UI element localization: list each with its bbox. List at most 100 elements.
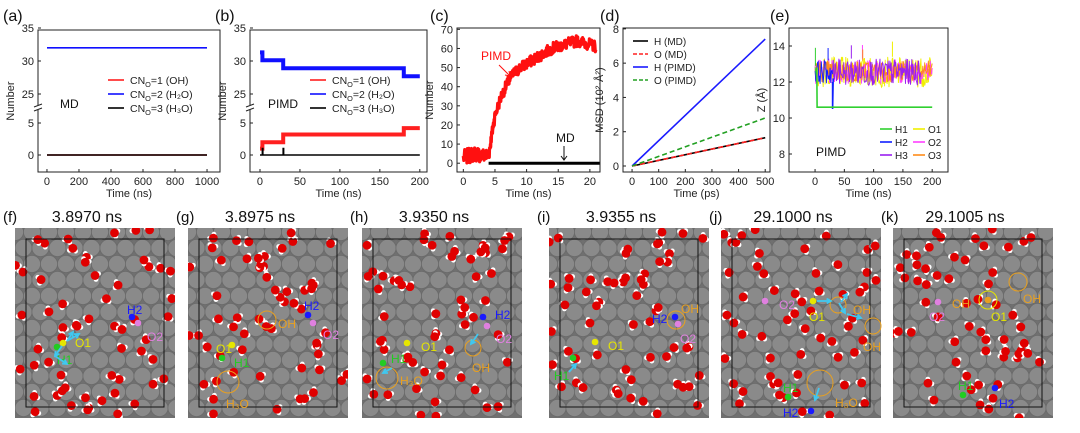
oxygen-atom xyxy=(811,268,821,278)
oxygen-atom xyxy=(645,317,655,327)
transfer-arrow xyxy=(846,313,862,319)
oxygen-atom xyxy=(929,395,939,405)
metal-atom xyxy=(771,238,790,258)
oxygen-atom xyxy=(731,238,741,247)
oxygen-atom xyxy=(297,363,307,373)
oxygen-atom xyxy=(470,385,480,395)
metal-atom xyxy=(238,271,257,290)
marked-atom-o2 xyxy=(761,297,769,305)
snapshot-time: 3.8970 ns xyxy=(52,209,122,226)
oxygen-atom xyxy=(212,376,221,386)
oxygen-atom xyxy=(862,268,872,277)
oxygen-atom xyxy=(775,390,784,400)
x-axis-label: Time (ns) xyxy=(106,188,152,200)
metal-atom xyxy=(848,228,866,241)
oxygen-atom xyxy=(148,379,158,389)
plot-frame xyxy=(622,27,771,173)
series-cno-2-h-o- xyxy=(260,50,420,79)
marked-atom-o1 xyxy=(228,341,236,349)
x-tick-label: 800 xyxy=(166,176,184,188)
metal-atom xyxy=(591,382,610,401)
metal-atom xyxy=(506,287,522,305)
oxygen-atom xyxy=(632,291,642,301)
y-tick-label: 0 xyxy=(28,150,34,162)
atom-label: OH xyxy=(681,302,699,316)
y-axis-label: Number xyxy=(217,81,229,120)
metal-atom xyxy=(332,351,348,369)
oxygen-atom xyxy=(629,320,638,329)
oxygen-atom xyxy=(309,388,318,397)
oxygen-atom xyxy=(653,303,663,312)
metal-atom xyxy=(247,287,266,306)
x-tick-label: 150 xyxy=(371,176,389,188)
metal-atom xyxy=(737,303,756,322)
oxygen-atom xyxy=(255,371,265,381)
marked-atom-h2 xyxy=(671,313,679,321)
series-h3 xyxy=(832,45,921,87)
oxygen-atom xyxy=(321,328,330,338)
metal-atom xyxy=(48,398,67,417)
series-line xyxy=(631,38,766,167)
oxygen-atom xyxy=(698,234,708,243)
simulation-cell xyxy=(731,238,871,408)
x-tick-label: 500 xyxy=(756,176,774,188)
x-tick-label: 200 xyxy=(923,176,941,188)
metal-atom xyxy=(737,366,756,385)
oxygen-atom xyxy=(1035,357,1044,367)
oxygen-atom xyxy=(362,374,372,384)
metal-atom xyxy=(565,398,584,417)
metal-atom xyxy=(608,287,627,306)
legend-label: CNO=1 (OH) xyxy=(130,75,189,89)
oxygen-atom xyxy=(57,333,67,342)
marked-atom-h1 xyxy=(569,354,577,362)
metal-atom xyxy=(150,271,169,290)
x-tick-label: 1000 xyxy=(195,176,219,188)
atom-label: O2 xyxy=(680,332,696,346)
oxygen-atom xyxy=(673,379,683,389)
oxygen-atom xyxy=(844,321,853,331)
metal-atom xyxy=(289,335,308,354)
metal-atom xyxy=(91,319,110,338)
marked-atom-o2 xyxy=(934,298,942,306)
plot-area xyxy=(461,34,600,165)
oxygen-atom xyxy=(549,279,556,289)
oxygen-atom xyxy=(163,312,173,322)
oxygen-atom xyxy=(858,335,868,345)
atom-label: OH xyxy=(853,303,871,317)
y-tick-label: 4 xyxy=(613,92,619,104)
arrowhead xyxy=(61,359,69,366)
atom-label: H₃O xyxy=(400,374,423,388)
metal-atom xyxy=(1028,238,1047,258)
oxygen-atom xyxy=(790,289,800,299)
metal-atom xyxy=(831,228,849,241)
metal-atom xyxy=(255,335,274,354)
metal-atom xyxy=(395,398,414,417)
oxygen-atom xyxy=(289,298,299,308)
oxygen-atom xyxy=(253,253,263,263)
metal-atom xyxy=(272,366,291,385)
oxygen-atom xyxy=(326,239,335,249)
metal-atom xyxy=(362,351,371,369)
oxygen-atom xyxy=(15,260,20,270)
oxygen-atom xyxy=(975,400,985,410)
oxygen-atom xyxy=(237,345,247,355)
metal-atom xyxy=(839,271,858,290)
metal-atom xyxy=(378,398,397,417)
atom-label: O1 xyxy=(809,310,825,324)
metal-atom xyxy=(438,287,457,306)
metal-atom xyxy=(642,287,661,306)
y-tick-label: 8 xyxy=(613,24,619,36)
metal-atom xyxy=(514,303,522,321)
annotation-label: MD xyxy=(60,97,79,111)
snapshot-i: (i) 3.9355 ns H2 OH O2 O1 H1 xyxy=(537,209,709,418)
highlight-circle xyxy=(666,310,686,330)
metal-atom xyxy=(1003,287,1022,306)
y-tick-label: 30 xyxy=(22,56,34,68)
oxygen-atom xyxy=(857,378,867,388)
oxygen-atom xyxy=(855,287,865,297)
metal-atom xyxy=(362,255,371,273)
metal-atom xyxy=(909,398,928,417)
highlight-circle xyxy=(829,296,847,314)
metal-atom xyxy=(446,271,465,290)
series-line xyxy=(831,78,834,110)
